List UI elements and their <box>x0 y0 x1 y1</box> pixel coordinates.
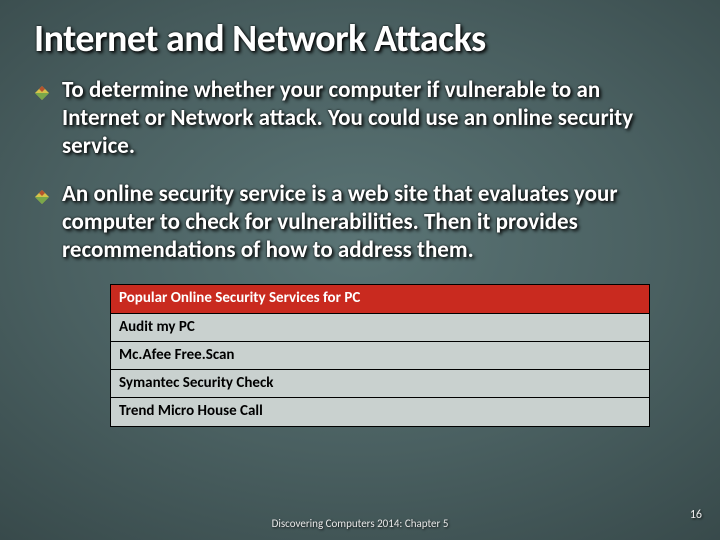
slide: Internet and Network Attacks To determin… <box>0 0 720 540</box>
table-cell: Mc.Afee Free.Scan <box>111 341 650 369</box>
diamond-decor-icon <box>34 184 50 200</box>
bullet-item: An online security service is a web site… <box>62 180 686 264</box>
bullet-text: To determine whether your computer if vu… <box>62 76 633 160</box>
table-cell: Trend Micro House Call <box>111 398 650 426</box>
table-row: Audit my PC <box>111 313 650 341</box>
table-cell: Audit my PC <box>111 313 650 341</box>
bullet-item: To determine whether your computer if vu… <box>62 76 686 160</box>
slide-title: Internet and Network Attacks <box>34 16 686 62</box>
page-number: 16 <box>690 508 702 522</box>
table-row: Mc.Afee Free.Scan <box>111 341 650 369</box>
table-row: Trend Micro House Call <box>111 398 650 426</box>
table-header-cell: Popular Online Security Services for PC <box>111 285 650 313</box>
table-header-row: Popular Online Security Services for PC <box>111 285 650 313</box>
bullet-list: To determine whether your computer if vu… <box>34 76 686 264</box>
footer-text: Discovering Computers 2014: Chapter 5 <box>0 517 720 530</box>
diamond-decor-icon <box>34 80 50 96</box>
security-services-table: Popular Online Security Services for PC … <box>110 284 650 426</box>
table-row: Symantec Security Check <box>111 370 650 398</box>
table-cell: Symantec Security Check <box>111 370 650 398</box>
bullet-text: An online security service is a web site… <box>62 180 618 264</box>
